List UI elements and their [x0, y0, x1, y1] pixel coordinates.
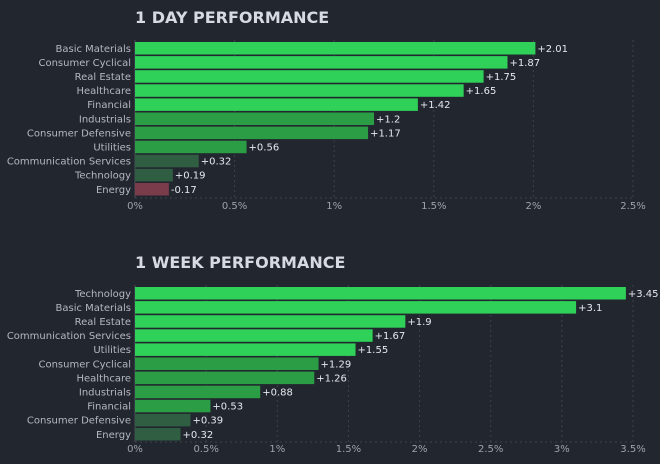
bar-energy [135, 428, 181, 441]
category-label: Industrials [79, 114, 131, 125]
bar-communication-services [135, 329, 373, 342]
value-label: +0.32 [201, 157, 232, 168]
x-tick-label: 3% [554, 444, 570, 455]
bar-consumer-cyclical [135, 358, 319, 371]
bar-consumer-defensive [135, 127, 368, 140]
value-label: +1.87 [510, 58, 541, 69]
x-tick-label: 0% [127, 201, 143, 212]
bar-consumer-defensive [135, 414, 190, 427]
bar-financial [135, 98, 418, 111]
value-label: +1.42 [420, 100, 451, 111]
category-label: Real Estate [75, 317, 131, 328]
category-label: Communication Services [7, 331, 131, 342]
bar-healthcare [135, 372, 314, 385]
x-tick-label: 1.5% [421, 201, 446, 212]
value-label: +1.65 [466, 86, 497, 97]
bar-basic-materials [135, 42, 535, 55]
value-label: +1.67 [375, 331, 406, 342]
category-label: Utilities [93, 345, 131, 356]
value-label: +3.45 [628, 289, 659, 300]
category-label: Healthcare [76, 86, 131, 97]
charts-canvas: 1 DAY PERFORMANCE 0% 0.5% 1% 1.5% 2% 2.5% Basic… [0, 0, 660, 464]
bar-industrials [135, 386, 260, 399]
category-label: Financial [87, 100, 131, 111]
x-tick-label: 1% [269, 444, 285, 455]
category-label: Real Estate [75, 72, 131, 83]
bar-financial [135, 400, 210, 413]
value-label: +0.88 [262, 387, 293, 398]
bar-consumer-cyclical [135, 56, 508, 69]
category-label: Basic Materials [56, 44, 132, 55]
category-label: Consumer Defensive [27, 416, 131, 427]
value-label: +0.32 [183, 430, 214, 441]
category-label: Basic Materials [56, 303, 132, 314]
x-tick-label: 3.5% [620, 444, 645, 455]
category-label: Technology [74, 171, 131, 182]
category-label: Consumer Defensive [27, 128, 131, 139]
value-label: +0.39 [192, 416, 223, 427]
value-label: +0.53 [212, 402, 243, 413]
x-tick-label: 0.5% [222, 201, 247, 212]
category-label: Consumer Cyclical [38, 58, 131, 69]
bar-technology [135, 287, 626, 300]
category-label: Communication Services [7, 157, 131, 168]
x-tick-label: 1% [326, 201, 342, 212]
value-label: +1.29 [321, 359, 352, 370]
value-label: +1.17 [370, 128, 401, 139]
chart-1-week-performance: 1 WEEK PERFORMANCE 0% 0.5% 1% 1.5% 2% 2.5% 3% 3.… [7, 253, 659, 455]
value-label: +1.9 [407, 317, 431, 328]
x-tick-label: 2% [525, 201, 541, 212]
bar-basic-materials [135, 301, 576, 314]
category-label: Industrials [79, 387, 131, 398]
value-label: +0.19 [175, 171, 206, 182]
category-label: Energy [96, 185, 131, 196]
category-label: Consumer Cyclical [38, 359, 131, 370]
bar-energy [135, 183, 169, 196]
x-tick-label: 2% [412, 444, 428, 455]
bar-industrials [135, 113, 374, 126]
bar-healthcare [135, 84, 464, 97]
value-label: +1.75 [486, 72, 517, 83]
x-tick-label: 0% [127, 444, 143, 455]
bar-utilities [135, 141, 247, 154]
bar-communication-services [135, 155, 199, 168]
bar-technology [135, 169, 173, 182]
chart-title: 1 DAY PERFORMANCE [135, 8, 329, 27]
category-label: Financial [87, 402, 131, 413]
value-label: +1.2 [376, 114, 400, 125]
category-label: Healthcare [76, 373, 131, 384]
value-label: -0.17 [171, 185, 197, 196]
chart-title: 1 WEEK PERFORMANCE [135, 253, 345, 272]
x-tick-label: 2.5% [620, 201, 645, 212]
bar-real-estate [135, 70, 484, 83]
bar-utilities [135, 343, 356, 356]
category-label: Energy [96, 430, 131, 441]
value-label: +1.55 [358, 345, 389, 356]
x-tick-label: 1.5% [336, 444, 361, 455]
value-label: +0.56 [249, 142, 280, 153]
bar-real-estate [135, 315, 405, 328]
category-label: Utilities [93, 142, 131, 153]
x-tick-label: 0.5% [193, 444, 218, 455]
chart-1-day-performance: 1 DAY PERFORMANCE 0% 0.5% 1% 1.5% 2% 2.5% Basic… [7, 8, 646, 212]
value-label: +3.1 [578, 303, 602, 314]
value-label: +2.01 [537, 44, 568, 55]
x-tick-label: 2.5% [478, 444, 503, 455]
value-label: +1.26 [316, 373, 347, 384]
category-label: Technology [74, 289, 131, 300]
